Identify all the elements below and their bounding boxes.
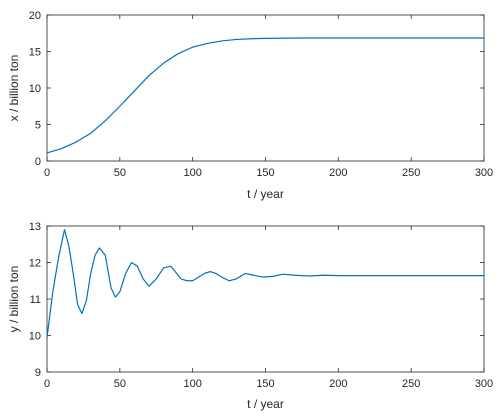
series-line-1 bbox=[46, 37, 484, 154]
y-axis-title: x / billion ton bbox=[7, 55, 21, 122]
y-tick-label: 9 bbox=[35, 367, 41, 379]
y-tick-label: 15 bbox=[29, 47, 41, 59]
y-tick-label: 0 bbox=[35, 156, 41, 168]
chart-panel-2: 0 50 100 150 200 250 300 9 10 11 12 13 t / year y / b… bbox=[7, 221, 493, 411]
x-tick-label: 300 bbox=[475, 167, 493, 179]
axes-box bbox=[46, 225, 485, 373]
x-tick-label: 200 bbox=[329, 378, 347, 390]
series-line-1 bbox=[46, 229, 484, 338]
x-axis-title: t / year bbox=[247, 187, 284, 201]
y-tick-label: 12 bbox=[29, 258, 41, 270]
y-tick-label: 20 bbox=[29, 10, 41, 22]
axes-box bbox=[46, 14, 485, 162]
y-axis-title: y / billion ton bbox=[7, 266, 21, 333]
x-axis-title: t / year bbox=[247, 397, 284, 411]
x-tick-label: 150 bbox=[256, 378, 274, 390]
x-tick-label: 50 bbox=[114, 378, 126, 390]
x-tick-label: 250 bbox=[402, 167, 420, 179]
y-tick-label: 10 bbox=[29, 331, 41, 343]
x-tick-label: 0 bbox=[44, 167, 50, 179]
y-tick-label: 13 bbox=[29, 221, 41, 233]
y-tick-label: 5 bbox=[35, 120, 41, 132]
x-tick-label: 150 bbox=[256, 167, 274, 179]
x-tick-label: 200 bbox=[329, 167, 347, 179]
x-tick-label: 50 bbox=[114, 167, 126, 179]
x-tick-label: 100 bbox=[183, 378, 201, 390]
x-tick-label: 0 bbox=[44, 378, 50, 390]
x-tick-label: 250 bbox=[402, 378, 420, 390]
chart-panel-1: 0 50 100 150 200 250 300 0 5 10 15 20 t / year x / bi… bbox=[7, 10, 493, 201]
x-tick-label: 300 bbox=[475, 378, 493, 390]
y-tick-label: 11 bbox=[30, 294, 41, 306]
x-tick-label: 100 bbox=[183, 167, 201, 179]
y-tick-label: 10 bbox=[29, 83, 41, 95]
